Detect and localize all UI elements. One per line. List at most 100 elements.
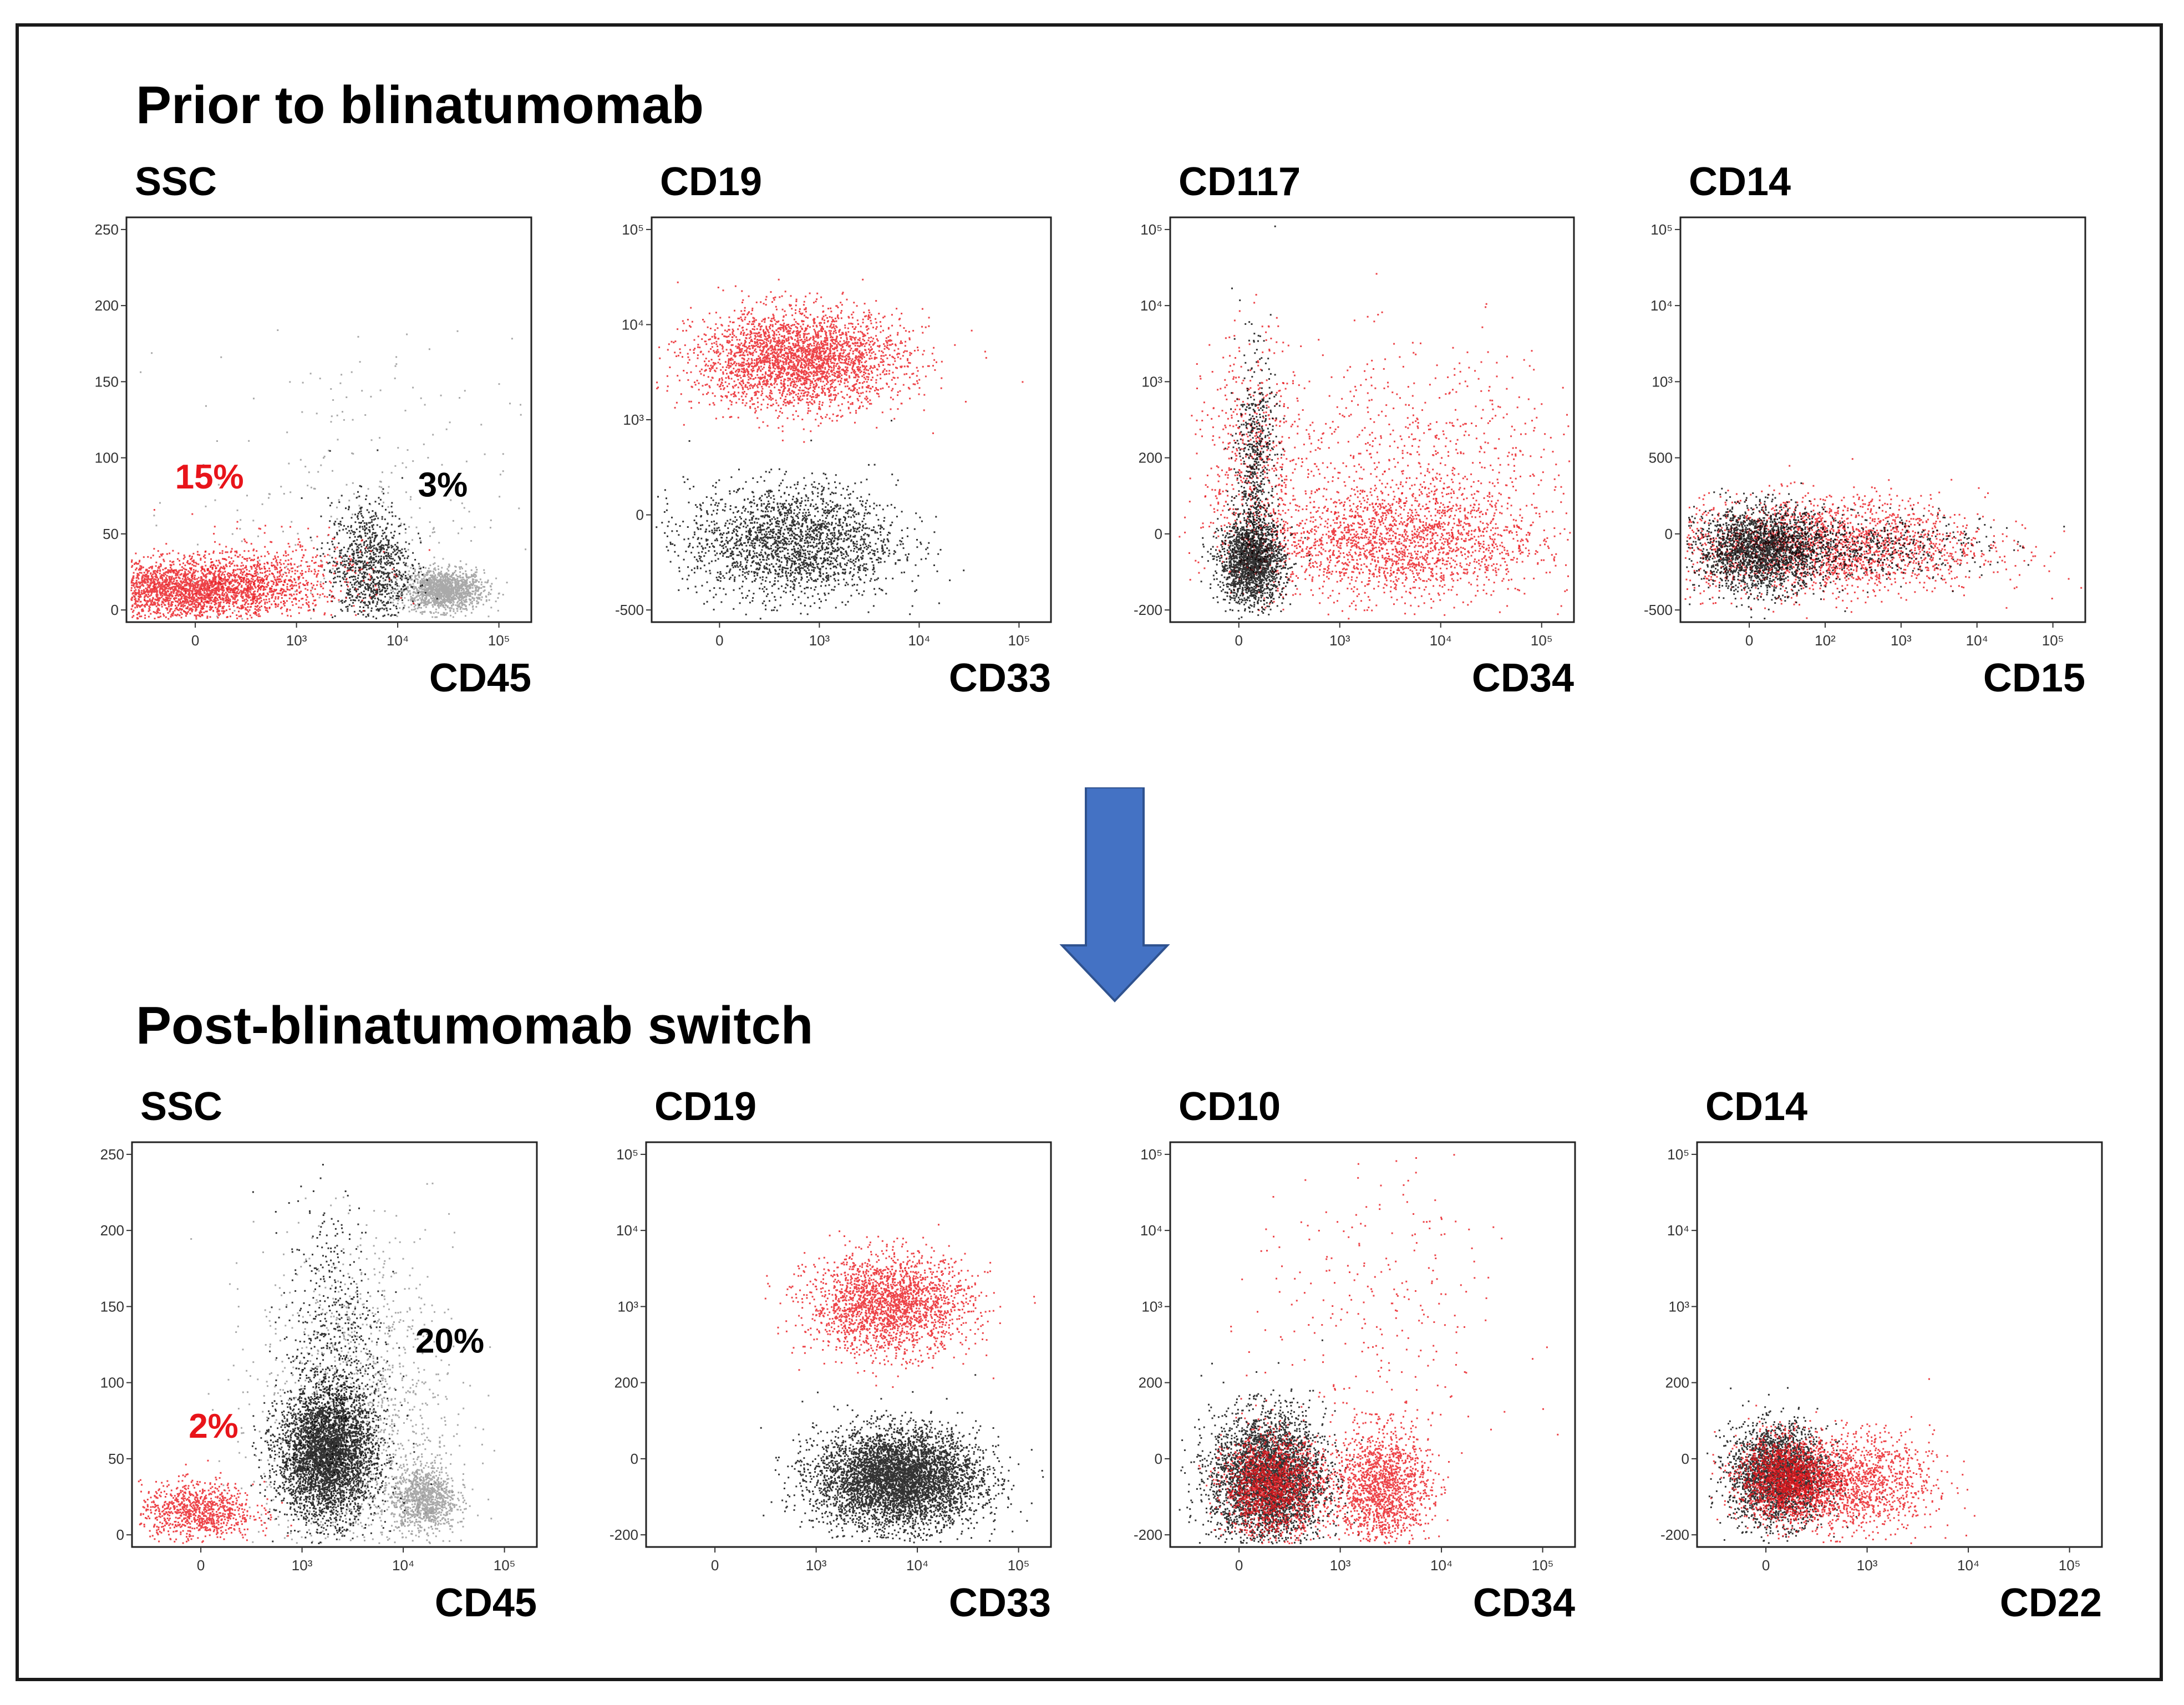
- x-tick-label: 0: [197, 1557, 205, 1574]
- x-tick-label: 0: [711, 1557, 719, 1574]
- y-tick-label: 10³: [1652, 373, 1673, 390]
- y-tick-label: 250: [100, 1146, 124, 1163]
- population-black-0: [656, 420, 965, 620]
- scatter-points: [1706, 1378, 1975, 1544]
- y-tick-label: 10⁵: [616, 1146, 638, 1163]
- scatter-plot-4: -500 0 500 10³ 10⁴ 10⁵ 0 10² 10³ 10⁴ 10⁵: [1644, 216, 2086, 649]
- x-axis-label: CD33: [948, 656, 1051, 700]
- x-tick-label: 0: [1235, 632, 1243, 649]
- y-tick-label: -200: [1134, 602, 1162, 618]
- y-tick-label: 0: [1682, 1450, 1689, 1467]
- x-tick-label: 10⁴: [1957, 1557, 1979, 1574]
- scatter-points: [656, 278, 1024, 620]
- y-tick-label: -200: [1134, 1526, 1162, 1543]
- y-tick-label: 50: [108, 1450, 124, 1467]
- y-tick-label: 10⁴: [1140, 1222, 1162, 1239]
- x-tick-label: 10³: [1891, 632, 1912, 649]
- y-tick-label: 0: [1155, 1450, 1162, 1467]
- y-tick-label: 100: [95, 450, 119, 466]
- x-tick-label: 10⁴: [906, 1557, 928, 1574]
- section-title-post: Post-blinatumomab switch: [136, 996, 814, 1055]
- y-tick-label: 150: [95, 373, 119, 390]
- y-tick-label: 10³: [1141, 1298, 1162, 1315]
- x-tick-label: 10⁵: [488, 632, 510, 649]
- y-tick-label: -500: [615, 602, 644, 618]
- plot-frame: [1169, 216, 1575, 623]
- y-tick-label: 0: [636, 507, 644, 523]
- population-black-3: [1200, 494, 1311, 620]
- y-tick-label: 0: [631, 1450, 638, 1467]
- population-gray-0: [366, 556, 508, 618]
- x-tick-label: 10⁴: [387, 632, 409, 649]
- y-tick-label: 200: [1665, 1375, 1689, 1391]
- population-red-2: [1304, 1365, 1463, 1545]
- x-axis-label: CD45: [429, 656, 531, 700]
- y-tick-label: 10³: [617, 1298, 638, 1315]
- x-tick-label: 10⁵: [2042, 632, 2064, 649]
- percentage-annotation: 20%: [415, 1322, 484, 1361]
- y-tick-label: 0: [111, 602, 119, 618]
- y-tick-label: -200: [610, 1526, 638, 1543]
- x-axis-label: CD22: [1999, 1581, 2102, 1625]
- x-tick-label: 10⁵: [494, 1557, 516, 1574]
- x-tick-label: 0: [191, 632, 199, 649]
- plot-frame: [1679, 216, 2086, 623]
- population-red-4: [138, 1459, 292, 1544]
- plot-frame: [125, 216, 532, 623]
- section-title-prior: Prior to blinatumomab: [136, 75, 704, 135]
- scatter-points: [1684, 458, 2083, 619]
- scatter-points: [760, 1224, 1044, 1544]
- x-tick-label: 10³: [1857, 1557, 1878, 1574]
- population-black-2: [250, 1315, 432, 1544]
- x-tick-label: 10⁵: [1008, 1557, 1030, 1574]
- y-tick-label: 0: [1155, 526, 1162, 542]
- population-black-2: [301, 449, 438, 619]
- population-red-0: [764, 1224, 1036, 1388]
- y-tick-label: 250: [95, 221, 119, 238]
- x-axis-label: CD34: [1471, 656, 1574, 700]
- population-black-4: [1224, 225, 1285, 613]
- population-red-4: [136, 509, 430, 618]
- scatter-plot-5: 0 50 100 150 200 250 0 10³ 10⁴ 10⁵ 2% 20%: [100, 1141, 538, 1574]
- y-tick-label: 10⁴: [1140, 297, 1162, 314]
- y-tick-label: 10⁵: [1667, 1146, 1689, 1163]
- y-tick-label: 500: [1649, 450, 1673, 466]
- y-tick-label: 10⁴: [1667, 1222, 1689, 1239]
- x-tick-label: 0: [1762, 1557, 1770, 1574]
- x-axis-label: CD34: [1472, 1581, 1575, 1625]
- y-tick-label: 0: [1665, 526, 1673, 542]
- figure-frame: [16, 23, 2163, 1681]
- population-red-1: [1710, 1411, 1875, 1540]
- x-tick-label: 10⁴: [1430, 632, 1452, 649]
- y-tick-label: 100: [100, 1375, 124, 1391]
- y-axis-label: SSC: [140, 1085, 223, 1129]
- x-tick-label: 10³: [286, 632, 307, 649]
- y-tick-label: 200: [1139, 1375, 1162, 1391]
- scatter-points: [1179, 1154, 1559, 1545]
- y-tick-label: 10³: [623, 411, 644, 428]
- population-black-1: [1686, 482, 1902, 619]
- y-tick-label: 200: [100, 1222, 124, 1239]
- y-tick-label: -500: [1644, 602, 1673, 618]
- x-tick-label: 10³: [806, 1557, 827, 1574]
- x-tick-label: 10²: [1815, 632, 1836, 649]
- y-tick-label: 200: [614, 1375, 638, 1391]
- y-axis-label: CD10: [1179, 1085, 1281, 1129]
- scatter-plot-6: -200 0 200 10³ 10⁴ 10⁵ 0 10³ 10⁴ 10⁵: [610, 1141, 1052, 1574]
- y-axis-label: CD117: [1179, 160, 1301, 204]
- x-tick-label: 10⁴: [1430, 1557, 1452, 1574]
- scatter-plot-3: -200 0 200 10³ 10⁴ 10⁵ 0 10³ 10⁴ 10⁵: [1134, 216, 1575, 649]
- x-tick-label: 10⁴: [1966, 632, 1988, 649]
- y-tick-label: 10⁵: [1140, 221, 1162, 238]
- scatter-plot-8: -200 0 200 10³ 10⁴ 10⁵ 0 10³ 10⁴ 10⁵: [1660, 1141, 2103, 1574]
- scatter-plot-7: -200 0 200 10³ 10⁴ 10⁵ 0 10³ 10⁴ 10⁵: [1134, 1141, 1576, 1574]
- y-axis-label: CD19: [660, 160, 763, 204]
- y-tick-label: 10⁴: [1650, 297, 1673, 314]
- population-red-1: [656, 278, 1024, 443]
- y-tick-label: -200: [1660, 1526, 1689, 1543]
- x-tick-label: 10⁵: [1531, 632, 1553, 649]
- y-tick-label: 50: [103, 526, 119, 542]
- plot-frame: [131, 1141, 538, 1548]
- x-tick-label: 10³: [1330, 1557, 1351, 1574]
- y-axis-label: SSC: [135, 160, 217, 204]
